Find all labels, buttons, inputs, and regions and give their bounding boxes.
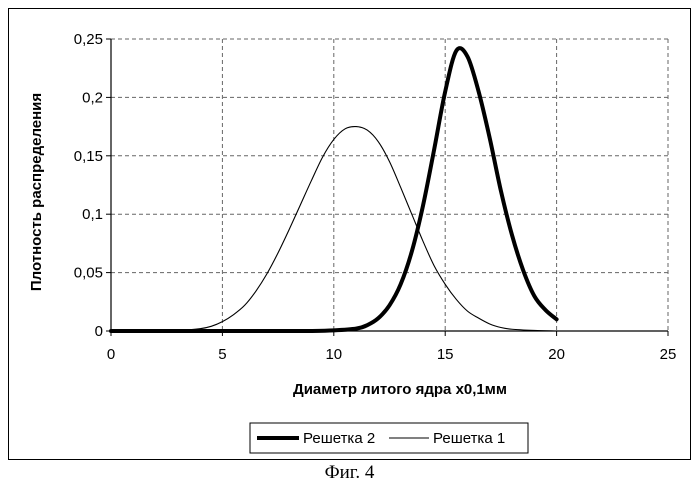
chart-frame: 0 0,05 0,1 0,15 0,2 0,25 0 5 10 15 20 25 Плотность … [8, 8, 691, 460]
x-tick-label: 0 [107, 346, 115, 363]
x-tick-label: 20 [548, 346, 565, 363]
grid-lines [111, 39, 668, 331]
x-tick-label: 25 [660, 346, 677, 363]
y-tick-label: 0 [95, 323, 103, 340]
y-tick-label: 0,1 [82, 206, 103, 223]
y-tick-label: 0,15 [74, 148, 103, 165]
x-tick-label: 5 [218, 346, 226, 363]
legend-label-series-1: Решетка 2 [303, 430, 375, 447]
y-tick-label: 0,25 [74, 31, 103, 48]
y-axis-title: Плотность распределения [28, 93, 45, 291]
axes [106, 39, 668, 336]
x-tick-label: 15 [437, 346, 454, 363]
y-tick-label: 0,05 [74, 265, 103, 282]
chart-svg: 0 0,05 0,1 0,15 0,2 0,25 0 5 10 15 20 25 Плотность … [9, 9, 692, 461]
x-axis-title: Диаметр литого ядра x0,1мм [293, 381, 507, 398]
legend-label-series-2: Решетка 1 [433, 430, 505, 447]
tick-labels: 0 0,05 0,1 0,15 0,2 0,25 0 5 10 15 20 25 [74, 31, 677, 363]
x-tick-label: 10 [325, 346, 342, 363]
figure-caption: Фиг. 4 [0, 462, 699, 484]
legend: Решетка 2 Решетка 1 [250, 423, 528, 453]
y-tick-label: 0,2 [82, 89, 103, 106]
